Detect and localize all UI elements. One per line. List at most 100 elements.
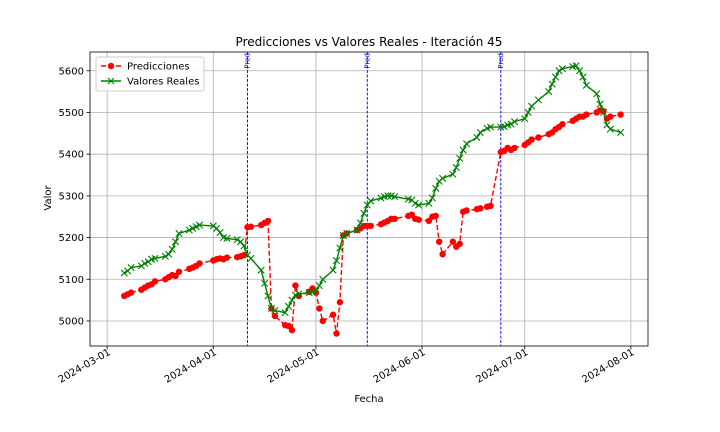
data-point <box>168 245 176 253</box>
data-point <box>312 287 320 295</box>
data-point <box>463 207 470 214</box>
data-point <box>271 306 279 315</box>
data-point <box>449 170 457 178</box>
data-point <box>339 231 347 240</box>
data-point <box>548 80 556 88</box>
data-point <box>329 311 337 318</box>
data-point <box>521 115 529 123</box>
data-point <box>216 228 224 237</box>
data-point <box>319 317 326 325</box>
data-point <box>141 259 149 268</box>
data-point <box>175 268 183 275</box>
data-point <box>336 299 344 306</box>
data-point <box>582 81 590 89</box>
data-point <box>195 221 204 229</box>
data-point <box>288 296 296 304</box>
data-point <box>617 111 624 118</box>
data-point <box>240 242 248 250</box>
data-point <box>596 100 604 108</box>
x-tick-label: 2024-04-01 <box>163 347 219 386</box>
data-point <box>233 236 241 244</box>
data-point <box>524 108 532 117</box>
data-point <box>292 282 299 289</box>
data-point <box>487 202 494 210</box>
x-tick-label: 2024-08-01 <box>581 347 637 386</box>
y-tick-label: 5000 <box>59 316 84 327</box>
data-point <box>264 292 272 300</box>
data-point <box>127 264 135 272</box>
prediction-line-label: Pred <box>363 53 371 69</box>
data-point <box>558 65 567 73</box>
data-point <box>439 251 446 258</box>
y-tick-label: 5600 <box>59 66 84 77</box>
data-point <box>333 330 340 337</box>
data-point <box>137 262 145 270</box>
data-point <box>267 304 276 313</box>
data-point <box>151 254 159 263</box>
data-point <box>572 62 580 70</box>
data-point <box>319 275 327 283</box>
data-point <box>271 312 279 320</box>
data-point <box>528 102 536 110</box>
chart-title: Predicciones vs Valores Reales - Iteraci… <box>236 35 503 49</box>
data-point <box>579 73 587 81</box>
data-point <box>534 96 543 104</box>
legend-marker <box>107 77 115 85</box>
data-point <box>367 197 375 205</box>
data-point <box>223 254 231 261</box>
data-point <box>535 134 542 141</box>
data-point <box>329 266 337 274</box>
data-point <box>288 326 296 334</box>
legend: Predicciones Valores Reales <box>95 56 205 92</box>
data-point <box>171 238 180 246</box>
legend-label: Predicciones <box>127 62 190 73</box>
data-point <box>583 111 590 118</box>
data-point <box>161 252 169 260</box>
x-tick-label: 2024-05-01 <box>266 347 322 386</box>
data-point <box>223 234 231 242</box>
data-point <box>593 90 601 98</box>
y-tick-label: 5300 <box>59 191 84 202</box>
data-point <box>500 123 508 131</box>
data-point <box>356 219 365 227</box>
data-point <box>360 209 368 217</box>
data-point <box>432 212 439 220</box>
y-axis-label: Valor <box>43 185 54 211</box>
data-point <box>185 226 193 234</box>
data-point <box>411 199 419 207</box>
data-point <box>459 146 467 154</box>
data-point <box>575 67 584 75</box>
data-point <box>336 244 344 252</box>
data-point <box>315 281 323 290</box>
data-point <box>343 229 351 237</box>
data-point <box>555 67 563 75</box>
y-tick-label: 5500 <box>59 108 84 119</box>
data-point <box>391 215 398 223</box>
data-point <box>449 238 457 245</box>
x-axis-label: Fecha <box>354 394 383 405</box>
data-point <box>391 193 399 201</box>
data-point <box>196 260 203 267</box>
data-point <box>551 73 560 81</box>
legend-marker <box>107 62 115 70</box>
data-point <box>477 205 484 212</box>
data-point <box>295 290 303 298</box>
data-point <box>510 118 519 126</box>
data-point <box>189 224 197 232</box>
data-point <box>428 194 436 202</box>
data-point <box>528 136 535 143</box>
data-point <box>247 254 255 263</box>
data-point <box>507 120 515 128</box>
data-point <box>384 192 392 200</box>
x-tick-label: 2024-03-01 <box>57 347 113 386</box>
data-point <box>247 223 255 230</box>
data-point <box>559 120 566 128</box>
data-point <box>144 258 152 266</box>
data-point <box>425 199 433 207</box>
x-tick-label: 2024-06-01 <box>372 347 428 386</box>
data-point <box>281 309 289 317</box>
prediction-line-label: Pred <box>497 53 505 69</box>
data-point <box>175 229 183 237</box>
data-point <box>473 133 481 142</box>
data-point <box>127 289 135 296</box>
